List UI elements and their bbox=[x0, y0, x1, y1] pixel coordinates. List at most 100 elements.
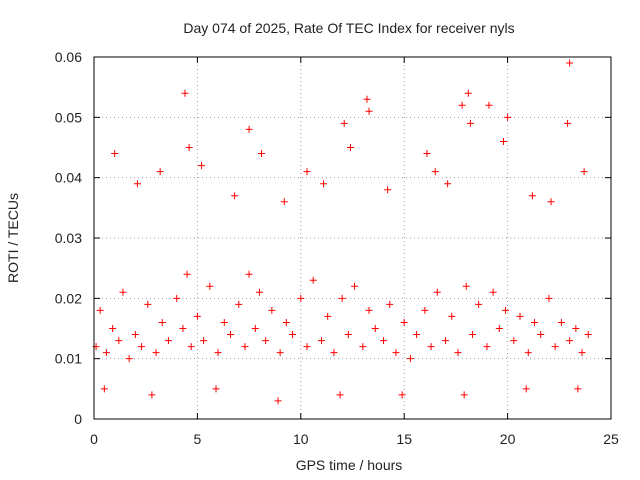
data-point bbox=[460, 391, 468, 399]
data-point bbox=[181, 89, 189, 97]
data-point bbox=[289, 331, 297, 339]
data-point bbox=[458, 101, 466, 109]
data-point bbox=[231, 192, 239, 200]
data-point bbox=[510, 337, 518, 345]
data-point bbox=[564, 119, 572, 127]
x-tick-label: 20 bbox=[500, 431, 516, 447]
data-point bbox=[454, 349, 462, 357]
data-point bbox=[133, 180, 141, 188]
data-point bbox=[212, 385, 220, 393]
data-point bbox=[164, 337, 172, 345]
data-point bbox=[245, 125, 253, 133]
data-point bbox=[574, 385, 582, 393]
data-point bbox=[392, 349, 400, 357]
data-point bbox=[380, 337, 388, 345]
data-point bbox=[547, 198, 555, 206]
data-point bbox=[148, 391, 156, 399]
data-point bbox=[499, 137, 507, 145]
data-point bbox=[365, 306, 373, 314]
data-point bbox=[226, 331, 234, 339]
data-point bbox=[96, 306, 104, 314]
data-point bbox=[444, 180, 452, 188]
data-point bbox=[109, 325, 117, 332]
y-tick-label: 0.04 bbox=[55, 170, 82, 186]
data-point bbox=[537, 331, 545, 339]
data-point bbox=[125, 355, 133, 363]
data-point bbox=[530, 318, 538, 326]
data-point bbox=[156, 168, 164, 176]
data-point bbox=[545, 294, 553, 302]
data-point bbox=[557, 318, 565, 326]
data-points bbox=[92, 59, 592, 405]
data-point bbox=[442, 337, 450, 345]
data-point bbox=[483, 343, 491, 351]
data-point bbox=[551, 343, 559, 351]
data-point bbox=[421, 306, 429, 314]
data-point bbox=[198, 162, 206, 170]
x-tick-label: 5 bbox=[194, 431, 202, 447]
data-point bbox=[504, 113, 512, 121]
x-tick-label: 25 bbox=[603, 431, 619, 447]
data-point bbox=[466, 119, 474, 127]
data-point bbox=[115, 337, 123, 345]
data-point bbox=[200, 337, 208, 345]
data-point bbox=[351, 282, 359, 290]
data-point bbox=[524, 349, 532, 357]
data-point bbox=[303, 343, 311, 351]
data-point bbox=[464, 89, 472, 97]
data-point bbox=[427, 343, 435, 351]
data-point bbox=[522, 385, 530, 393]
data-point bbox=[262, 337, 270, 345]
data-point bbox=[584, 331, 592, 339]
y-tick-label: 0.05 bbox=[55, 109, 82, 125]
data-point bbox=[433, 288, 441, 296]
data-point bbox=[268, 306, 276, 314]
data-point bbox=[495, 325, 503, 332]
data-point bbox=[516, 312, 524, 320]
x-tick-label: 15 bbox=[396, 431, 412, 447]
data-point bbox=[274, 397, 282, 405]
data-point bbox=[398, 391, 406, 399]
data-point bbox=[100, 385, 108, 393]
x-tick-label: 10 bbox=[293, 431, 309, 447]
data-point bbox=[144, 300, 152, 308]
data-point bbox=[431, 168, 439, 176]
data-point bbox=[158, 318, 166, 326]
data-point bbox=[338, 294, 346, 302]
data-point bbox=[119, 288, 127, 296]
data-point bbox=[131, 331, 139, 339]
chart-title: Day 074 of 2025, Rate Of TEC Index for r… bbox=[183, 20, 514, 36]
data-point bbox=[330, 349, 338, 357]
data-point bbox=[502, 306, 510, 314]
data-point bbox=[406, 355, 414, 363]
data-point bbox=[371, 325, 379, 332]
data-point bbox=[580, 168, 588, 176]
data-point bbox=[317, 337, 325, 345]
data-point bbox=[359, 343, 367, 351]
data-point bbox=[528, 192, 536, 200]
data-point bbox=[340, 119, 348, 127]
data-point bbox=[152, 349, 160, 357]
data-point bbox=[309, 276, 317, 284]
data-point bbox=[475, 300, 483, 308]
x-axis-label: GPS time / hours bbox=[296, 457, 403, 473]
y-tick-label: 0.01 bbox=[55, 351, 82, 367]
data-point bbox=[386, 300, 394, 308]
data-point bbox=[220, 318, 228, 326]
data-point bbox=[365, 107, 373, 115]
data-point bbox=[179, 325, 187, 332]
data-point bbox=[448, 312, 456, 320]
data-point bbox=[235, 300, 243, 308]
data-point bbox=[400, 318, 408, 326]
grid bbox=[94, 57, 611, 419]
data-point bbox=[413, 331, 421, 339]
plot-area bbox=[93, 56, 612, 420]
data-point bbox=[138, 343, 146, 351]
x-tick-label: 0 bbox=[90, 431, 98, 447]
data-point bbox=[183, 270, 191, 278]
data-point bbox=[324, 312, 332, 320]
data-point bbox=[578, 349, 586, 357]
data-point bbox=[489, 288, 497, 296]
data-point bbox=[346, 144, 354, 151]
